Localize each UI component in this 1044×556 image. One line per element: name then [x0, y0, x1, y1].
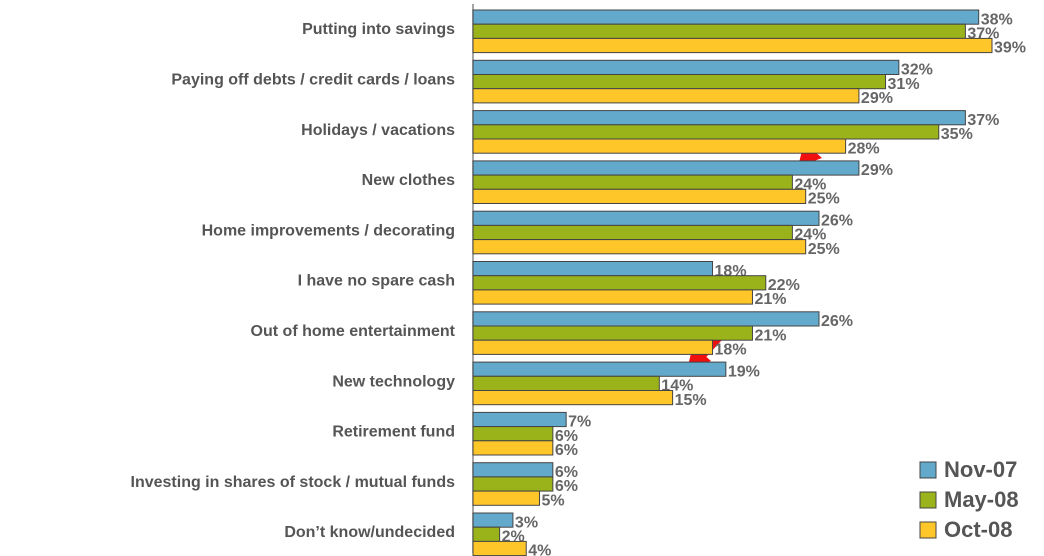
value-label: 6% [555, 464, 578, 481]
bar [472, 239, 807, 255]
bar [472, 160, 860, 176]
bar [472, 261, 714, 277]
bar [472, 74, 887, 90]
value-label: 15% [675, 392, 707, 409]
value-label: 35% [941, 126, 973, 143]
bar [472, 440, 554, 456]
bar [472, 390, 674, 406]
category-label: I have no spare cash [298, 273, 455, 290]
bar [472, 37, 993, 54]
category-label: Home improvements / decorating [202, 222, 455, 239]
value-label: 3% [515, 514, 538, 531]
legend-label: May-08 [944, 487, 1019, 512]
value-label: 19% [728, 363, 760, 380]
bar [472, 361, 727, 377]
category-label: Holidays / vacations [301, 122, 455, 139]
bar [472, 375, 660, 391]
bar [472, 540, 527, 556]
bar [472, 526, 501, 542]
bar [472, 210, 820, 226]
bar [472, 339, 714, 355]
value-label: 5% [542, 492, 565, 509]
bar [472, 289, 753, 305]
bar [472, 512, 514, 528]
category-label: New technology [332, 373, 455, 390]
value-label: 26% [821, 213, 853, 230]
bar [472, 59, 900, 75]
legend-swatch [919, 491, 937, 509]
category-label: New clothes [362, 172, 455, 189]
category-label: Don’t know/undecided [284, 524, 455, 541]
legend-label: Oct-08 [944, 517, 1012, 542]
value-label: 39% [994, 40, 1026, 57]
value-label: 4% [528, 543, 551, 556]
bar [472, 490, 541, 506]
value-label: 31% [888, 76, 920, 93]
bar [472, 426, 554, 442]
bar [472, 224, 793, 241]
category-label: Retirement fund [332, 424, 455, 441]
bar [472, 138, 847, 154]
category-label: Out of home entertainment [251, 323, 456, 340]
bar [472, 174, 793, 190]
value-label: 7% [568, 414, 591, 431]
category-label: Putting into savings [302, 21, 455, 38]
value-label: 32% [901, 62, 933, 79]
legend-swatch [919, 461, 937, 479]
value-label: 21% [754, 327, 786, 344]
value-label: 26% [821, 313, 853, 330]
bar [472, 462, 554, 478]
value-label: 25% [808, 191, 840, 208]
bar [472, 9, 980, 25]
value-label: 38% [981, 11, 1013, 28]
bar [472, 411, 567, 428]
category-label: Paying off debts / credit cards / loans [171, 72, 455, 89]
bar [472, 23, 966, 39]
bar [472, 124, 940, 140]
value-label: 25% [808, 241, 840, 258]
value-label: 21% [754, 291, 786, 308]
bar [472, 188, 807, 205]
value-label: 29% [861, 90, 893, 107]
value-label: 18% [715, 342, 747, 359]
value-label: 6% [555, 428, 578, 445]
category-label: Investing in shares of stock / mutual fu… [131, 474, 456, 491]
value-label: 22% [768, 277, 800, 294]
value-label: 29% [861, 162, 893, 179]
value-label: 28% [848, 140, 880, 157]
bar [472, 275, 767, 291]
bar [472, 325, 753, 341]
legend-swatch [919, 521, 937, 539]
value-label: 37% [967, 112, 999, 129]
legend-label: Nov-07 [944, 457, 1017, 482]
bar [472, 110, 966, 126]
bar [472, 476, 554, 492]
bar [472, 311, 820, 327]
value-label: 6% [555, 442, 578, 459]
bar [472, 88, 860, 104]
value-label: 6% [555, 478, 578, 495]
